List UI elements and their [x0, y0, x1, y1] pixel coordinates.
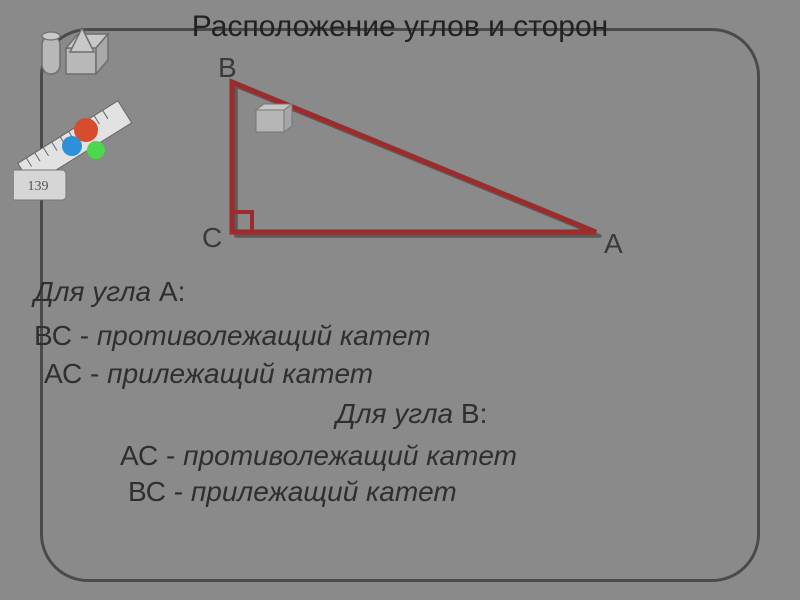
right-triangle: [212, 76, 622, 246]
angle-b-ac-text: противолежащий катет: [183, 440, 517, 471]
ruler-decoration-icon: 139: [14, 92, 138, 202]
angle-b-bc-text: прилежащий катет: [191, 476, 457, 507]
angle-b-prefix: Для угла: [336, 398, 461, 429]
angle-b-ac-side: АС -: [120, 440, 183, 471]
slide-title: Расположение углов и сторон: [150, 10, 650, 44]
angle-a-letter: А:: [159, 276, 185, 307]
angle-a-ac-side: АС -: [44, 358, 107, 389]
angle-a-heading: Для угла А:: [34, 276, 185, 308]
angle-b-bc-side: ВС -: [128, 476, 191, 507]
angle-a-bc-side: ВС -: [34, 320, 97, 351]
angle-b-letter: В:: [461, 398, 487, 429]
svg-text:139: 139: [28, 179, 49, 194]
angle-b-ac-line: АС - противолежащий катет: [120, 440, 517, 472]
angle-b-bc-line: ВС - прилежащий катет: [128, 476, 457, 508]
angle-a-ac-text: прилежащий катет: [107, 358, 373, 389]
corner-shapes-icon: [40, 24, 112, 80]
angle-a-prefix: Для угла: [34, 276, 159, 307]
angle-a-bc-line: ВС - противолежащий катет: [34, 320, 431, 352]
angle-a-bc-text: противолежащий катет: [97, 320, 431, 351]
angle-a-ac-line: АС - прилежащий катет: [44, 358, 373, 390]
angle-b-heading: Для угла В:: [336, 398, 487, 430]
